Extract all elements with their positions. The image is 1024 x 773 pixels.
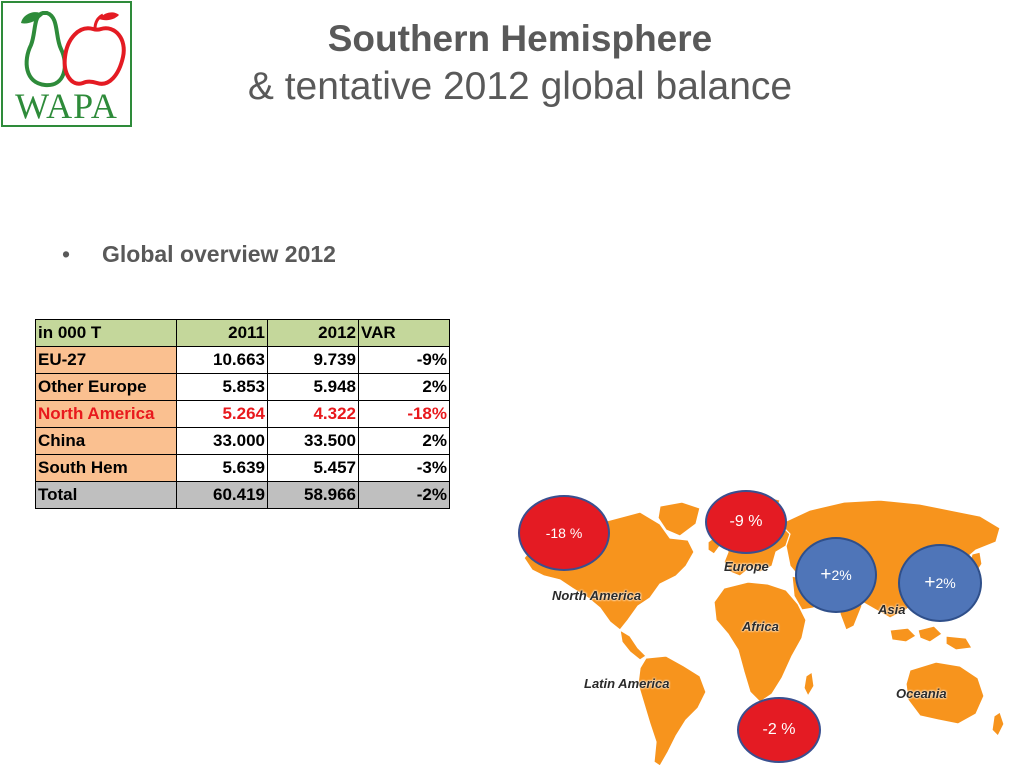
header-var: VAR [358, 319, 450, 347]
header-unit: in 000 T [35, 319, 177, 347]
badge-asia-value: 2% [935, 575, 956, 591]
row-2012: 5.457 [267, 454, 359, 482]
row-label: EU-27 [35, 346, 177, 374]
row-label: Total [35, 481, 177, 509]
row-var: 2% [358, 373, 450, 401]
title-line-1: Southern Hemisphere [327, 18, 713, 59]
badge-other-europe: +2% [795, 537, 877, 613]
table-row: EU-27 10.663 9.739 -9% [35, 346, 450, 374]
row-2011: 10.663 [176, 346, 268, 374]
badge-asia-sign: + [924, 572, 936, 593]
logo-text: WAPA [15, 86, 118, 126]
slide-title: Southern Hemisphere & tentative 2012 glo… [170, 16, 870, 112]
row-var: -18% [358, 400, 450, 428]
table-row: North America 5.264 4.322 -18% [35, 400, 450, 428]
map-label-europe: Europe [724, 559, 769, 574]
bullet-dot-icon: • [62, 241, 71, 267]
table-row: South Hem 5.639 5.457 -3% [35, 454, 450, 482]
row-2012: 33.500 [267, 427, 359, 455]
badge-asia: +2% [898, 544, 982, 622]
row-2012: 4.322 [267, 400, 359, 428]
row-var: -2% [358, 481, 450, 509]
badge-europe: -9 % [705, 490, 787, 554]
row-label: China [35, 427, 177, 455]
map-label-north-america: North America [552, 588, 642, 603]
overview-table: in 000 T 2011 2012 VAR EU-27 10.663 9.73… [35, 319, 450, 509]
table-header-row: in 000 T 2011 2012 VAR [35, 319, 450, 347]
badge-north-america: -18 % [518, 495, 610, 571]
row-2012: 58.966 [267, 481, 359, 509]
title-line-2: & tentative 2012 global balance [247, 65, 793, 108]
badge-north-america-text: -18 % [545, 525, 583, 541]
map-label-africa: Africa [742, 619, 779, 634]
bullet-point: • Global overview 2012 [62, 238, 336, 270]
map-label-asia: Asia [878, 602, 906, 617]
badge-other-europe-sign: + [820, 564, 832, 585]
badge-other-europe-value: 2% [831, 567, 852, 583]
row-2012: 9.739 [267, 346, 359, 374]
wapa-logo: WAPA [1, 1, 132, 127]
row-2011: 33.000 [176, 427, 268, 455]
map-label-oceania: Oceania [896, 686, 947, 701]
row-label: South Hem [35, 454, 177, 482]
bullet-text: Global overview 2012 [102, 241, 336, 267]
table-row: Other Europe 5.853 5.948 2% [35, 373, 450, 401]
row-2011: 5.853 [176, 373, 268, 401]
table-total-row: Total 60.419 58.966 -2% [35, 481, 450, 509]
row-2011: 5.264 [176, 400, 268, 428]
row-2011: 60.419 [176, 481, 268, 509]
map-label-latin-america: Latin America [584, 676, 670, 691]
pear-apple-icon [21, 11, 126, 88]
header-2011: 2011 [176, 319, 268, 347]
row-label: North America [35, 400, 177, 428]
badge-south-hem-text: -2 % [762, 721, 796, 738]
row-2012: 5.948 [267, 373, 359, 401]
row-var: 2% [358, 427, 450, 455]
badge-south-hem: -2 % [737, 697, 821, 763]
table-row: China 33.000 33.500 2% [35, 427, 450, 455]
badge-europe-text: -9 % [729, 513, 763, 530]
row-var: -9% [358, 346, 450, 374]
row-var: -3% [358, 454, 450, 482]
row-label: Other Europe [35, 373, 177, 401]
row-2011: 5.639 [176, 454, 268, 482]
header-2012: 2012 [267, 319, 359, 347]
